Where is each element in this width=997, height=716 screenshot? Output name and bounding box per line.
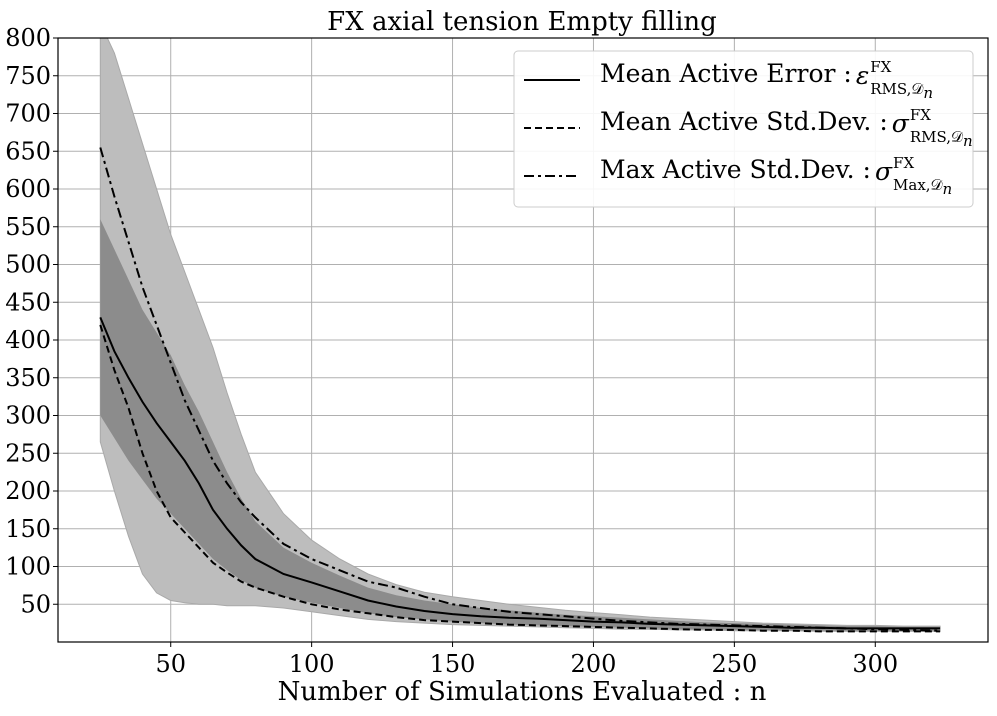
legend-subscript-index: n [943, 180, 953, 198]
y-tick-label: 400 [5, 326, 51, 354]
y-tick-label: 50 [20, 590, 51, 618]
legend-symbol: σ [892, 109, 910, 138]
legend-entry-label: Mean Active Std.Dev. : [600, 107, 888, 136]
y-tick-label: 600 [5, 175, 51, 203]
y-tick-label: 450 [5, 288, 51, 316]
x-tick-label: 150 [430, 650, 476, 678]
y-tick-label: 700 [5, 100, 51, 128]
x-tick-label: 100 [289, 650, 335, 678]
y-tick-label: 550 [5, 213, 51, 241]
y-tick-label: 200 [5, 477, 51, 505]
y-tick-label: 100 [5, 553, 51, 581]
y-tick-label: 250 [5, 439, 51, 467]
legend-subscript: RMS,𝒟 [910, 128, 963, 146]
legend-subscript: Max,𝒟 [893, 176, 943, 194]
y-tick-label: 350 [5, 364, 51, 392]
series-lines [99, 147, 941, 633]
legend-symbol: σ [875, 157, 893, 186]
chart-title: FX axial tension Empty filling [327, 7, 717, 37]
legend-superscript: FX [910, 106, 931, 124]
legend-subscript-index: n [963, 132, 973, 150]
x-tick-label: 300 [852, 650, 898, 678]
y-tick-label: 500 [5, 251, 51, 279]
x-axis-ticks: 50 100 150 200 250 300 [155, 642, 898, 678]
x-tick-label: 250 [711, 650, 757, 678]
series-line-1 [99, 324, 941, 633]
x-tick-label: 50 [155, 650, 186, 678]
legend-box [513, 50, 974, 208]
series-line-2 [99, 147, 941, 632]
x-tick-label: 200 [571, 650, 617, 678]
legend-symbol: ε [856, 61, 869, 90]
y-tick-label: 150 [5, 515, 51, 543]
y-tick-label: 650 [5, 137, 51, 165]
legend-entry-label: Mean Active Error : [600, 59, 852, 88]
y-tick-label: 300 [5, 402, 51, 430]
legend-entry-label: Max Active Std.Dev. : [600, 155, 871, 184]
x-axis-label: Number of Simulations Evaluated : n [278, 677, 767, 707]
y-tick-label: 800 [5, 24, 51, 52]
y-tick-label: 750 [5, 62, 51, 90]
legend-subscript: RMS,𝒟 [870, 80, 923, 98]
legend-subscript-index: n [923, 84, 933, 102]
legend-superscript: FX [893, 154, 914, 172]
y-axis-ticks: 50 100 150 200 250 300 350 400 450 500 550 600 650 70… [5, 24, 58, 618]
legend-superscript: FX [870, 58, 891, 76]
